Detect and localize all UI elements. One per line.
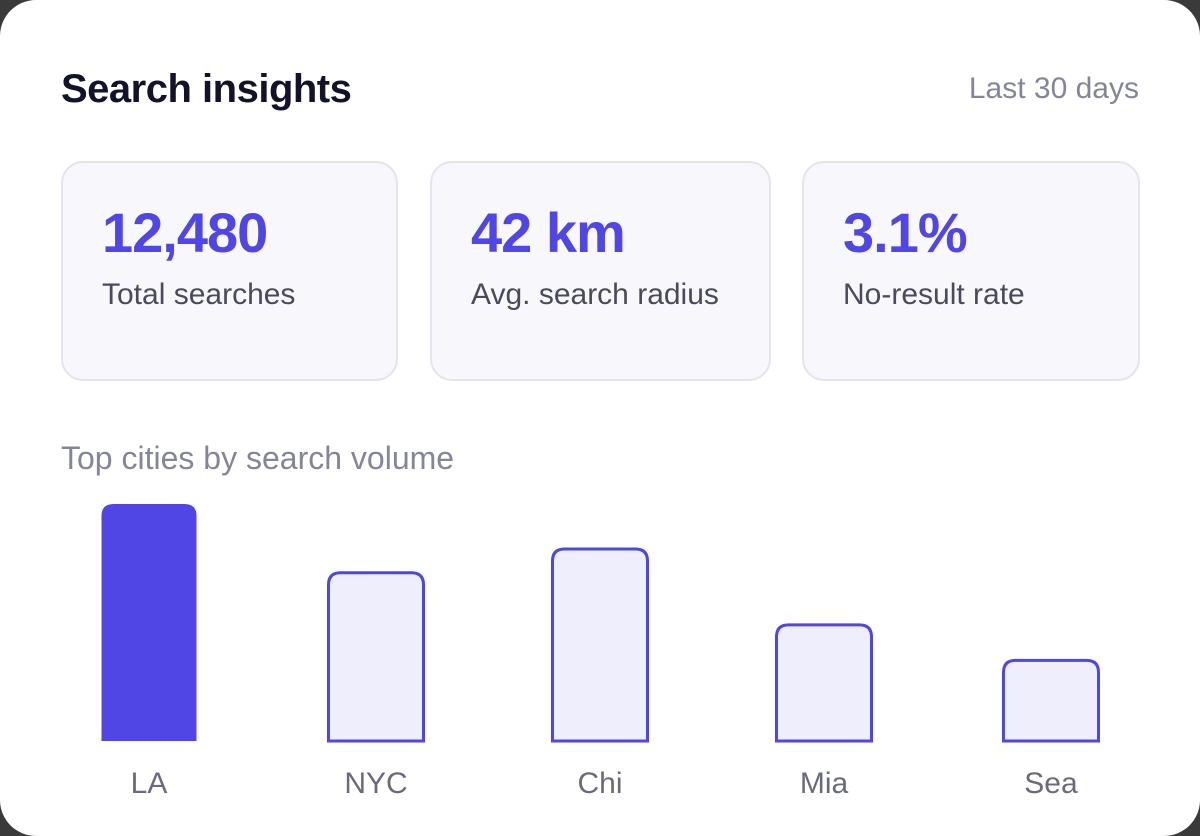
bar-chi: [551, 547, 649, 743]
stat-label: Avg. search radius: [471, 278, 719, 311]
bar-mia: [775, 623, 873, 743]
stat-value: 42 km: [471, 201, 626, 264]
bar-nyc: [327, 571, 425, 743]
chart-title: Top cities by search volume: [61, 440, 455, 476]
bar-label-la: LA: [131, 767, 168, 800]
stat-value: 3.1%: [843, 201, 968, 264]
card-title: Search insights: [61, 67, 352, 111]
bar-label-mia: Mia: [800, 767, 849, 800]
stat-value: 12,480: [102, 201, 268, 264]
stat-card-no-result-rate: 3.1% No-result rate: [802, 161, 1140, 381]
stat-card-avg-search-radius: 42 km Avg. search radius: [430, 161, 771, 381]
stat-card-total-searches: 12,480 Total searches: [61, 161, 398, 381]
bar-la: [101, 504, 197, 741]
stat-label: Total searches: [102, 278, 296, 311]
stat-label: No-result rate: [843, 278, 1025, 311]
date-range-label: Last 30 days: [968, 72, 1139, 105]
bar-label-nyc: NYC: [344, 767, 407, 800]
bar-label-sea: Sea: [1024, 767, 1078, 800]
bar-label-chi: Chi: [577, 767, 622, 800]
bar-sea: [1002, 658, 1100, 743]
